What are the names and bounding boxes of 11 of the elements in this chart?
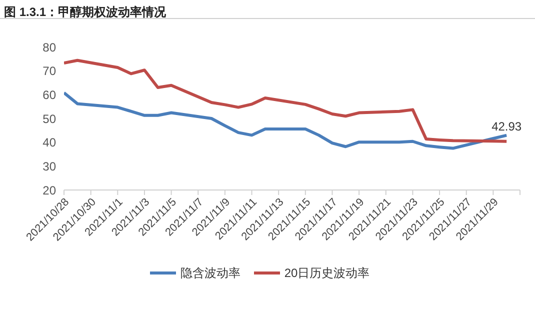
legend-label: 20日历史波动率 [284, 264, 370, 282]
y-tick-label: 60 [42, 88, 56, 102]
legend-label: 隐含波动率 [180, 264, 240, 282]
y-tick-label: 80 [42, 40, 56, 54]
y-tick-label: 50 [42, 112, 56, 126]
y-tick-label: 70 [42, 64, 56, 78]
y-tick-label: 40 [42, 136, 56, 150]
y-tick-label: 20 [42, 183, 56, 198]
data-label: 42.93 [492, 119, 522, 134]
y-tick-label: 30 [42, 159, 56, 174]
chart-title: 图 1.3.1：甲醇期权波动率情况 [4, 4, 166, 21]
